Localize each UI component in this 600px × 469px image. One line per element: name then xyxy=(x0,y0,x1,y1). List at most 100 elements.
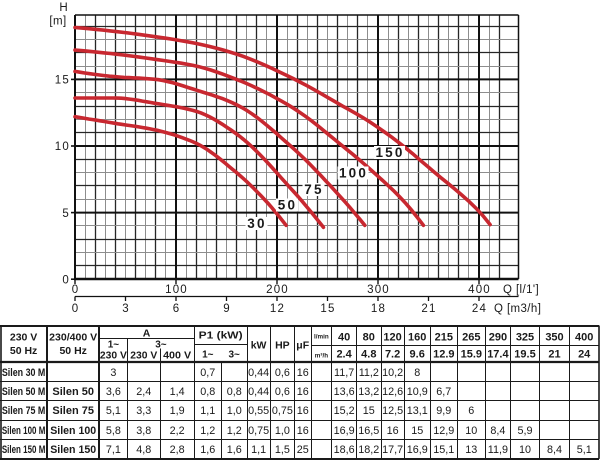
svg-text:6: 6 xyxy=(468,405,474,417)
svg-text:Silen 50: Silen 50 xyxy=(52,386,94,398)
svg-text:15.9: 15.9 xyxy=(461,349,482,361)
svg-text:15,2: 15,2 xyxy=(334,405,355,417)
svg-text:5,9: 5,9 xyxy=(517,425,532,437)
svg-text:21: 21 xyxy=(421,303,436,315)
svg-text:[m]: [m] xyxy=(49,16,66,28)
svg-text:400 V: 400 V xyxy=(163,351,191,362)
svg-text:0: 0 xyxy=(62,274,70,286)
svg-text:1,0: 1,0 xyxy=(227,405,242,417)
svg-text:7.2: 7.2 xyxy=(385,349,400,361)
svg-text:24: 24 xyxy=(578,349,591,361)
svg-text:9,9: 9,9 xyxy=(436,405,451,417)
svg-text:350: 350 xyxy=(545,332,563,344)
svg-text:Silen 75: Silen 75 xyxy=(52,405,94,417)
svg-text:1,0: 1,0 xyxy=(275,425,290,437)
svg-text:H: H xyxy=(59,2,67,14)
svg-text:230 V: 230 V xyxy=(130,351,157,362)
svg-text:1,1: 1,1 xyxy=(200,405,215,417)
svg-text:1,2: 1,2 xyxy=(227,425,242,437)
svg-text:Silen 100: Silen 100 xyxy=(50,425,96,437)
svg-text:400: 400 xyxy=(575,332,593,344)
svg-text:13,2: 13,2 xyxy=(358,386,379,398)
svg-text:1,2: 1,2 xyxy=(200,425,215,437)
svg-text:2,2: 2,2 xyxy=(170,425,185,437)
svg-text:16,5: 16,5 xyxy=(358,425,379,437)
svg-text:200: 200 xyxy=(266,284,289,296)
svg-text:0,44: 0,44 xyxy=(248,386,269,398)
svg-text:50 Hz: 50 Hz xyxy=(10,345,37,357)
svg-text:5,1: 5,1 xyxy=(577,444,592,456)
svg-text:160: 160 xyxy=(408,332,426,344)
svg-text:80: 80 xyxy=(363,332,375,344)
svg-text:l/min: l/min xyxy=(314,334,329,341)
svg-text:6,7: 6,7 xyxy=(436,386,451,398)
svg-text:16: 16 xyxy=(297,367,309,379)
svg-text:16: 16 xyxy=(297,425,309,437)
svg-text:Silen 150 M: Silen 150 M xyxy=(2,444,46,456)
svg-text:10,9: 10,9 xyxy=(407,386,428,398)
svg-text:15: 15 xyxy=(363,405,375,417)
svg-text:15,1: 15,1 xyxy=(433,444,454,456)
svg-text:10,2: 10,2 xyxy=(382,367,403,379)
svg-text:Silen 75 M: Silen 75 M xyxy=(2,405,46,417)
svg-text:13,1: 13,1 xyxy=(407,405,428,417)
svg-text:21: 21 xyxy=(548,349,560,361)
svg-text:230/400 V: 230/400 V xyxy=(49,332,97,344)
svg-text:0,7: 0,7 xyxy=(200,367,215,379)
svg-text:μF: μF xyxy=(296,340,309,352)
svg-text:3~: 3~ xyxy=(155,340,167,351)
svg-text:3~: 3~ xyxy=(228,350,240,361)
svg-text:25: 25 xyxy=(297,444,309,456)
svg-text:50: 50 xyxy=(278,198,297,213)
svg-text:17.4: 17.4 xyxy=(487,349,509,361)
svg-text:m³/h: m³/h xyxy=(315,352,328,359)
svg-text:18,6: 18,6 xyxy=(334,444,355,456)
svg-text:HP: HP xyxy=(275,340,290,352)
svg-text:7,1: 7,1 xyxy=(106,444,121,456)
svg-text:3: 3 xyxy=(122,303,130,315)
svg-text:3,8: 3,8 xyxy=(136,425,151,437)
svg-text:120: 120 xyxy=(383,332,401,344)
svg-text:400: 400 xyxy=(468,284,491,296)
svg-text:230 V: 230 V xyxy=(100,351,127,362)
svg-text:15: 15 xyxy=(320,303,335,315)
svg-text:50 Hz: 50 Hz xyxy=(59,345,86,357)
svg-text:40: 40 xyxy=(338,332,350,344)
svg-text:24: 24 xyxy=(472,303,487,315)
svg-text:3,3: 3,3 xyxy=(136,405,151,417)
svg-text:0,6: 0,6 xyxy=(275,367,290,379)
svg-text:17,7: 17,7 xyxy=(382,444,403,456)
svg-text:6: 6 xyxy=(173,303,181,315)
svg-text:0,8: 0,8 xyxy=(227,386,242,398)
svg-text:8,4: 8,4 xyxy=(490,425,505,437)
svg-text:Silen 30 M: Silen 30 M xyxy=(2,367,46,379)
svg-text:12: 12 xyxy=(270,303,285,315)
svg-text:16,9: 16,9 xyxy=(334,425,355,437)
svg-text:290: 290 xyxy=(489,332,507,344)
svg-text:Silen 150: Silen 150 xyxy=(50,444,96,456)
svg-text:Silen 100 M: Silen 100 M xyxy=(2,425,46,437)
svg-text:16,9: 16,9 xyxy=(407,444,428,456)
svg-text:0: 0 xyxy=(72,284,80,296)
svg-text:1~: 1~ xyxy=(202,350,214,361)
svg-text:1,1: 1,1 xyxy=(251,444,266,456)
svg-text:100: 100 xyxy=(165,284,188,296)
svg-text:5,1: 5,1 xyxy=(106,405,121,417)
svg-text:230 V: 230 V xyxy=(10,332,37,344)
svg-text:Silen 50 M: Silen 50 M xyxy=(2,386,46,398)
svg-text:15: 15 xyxy=(411,425,423,437)
svg-text:2,8: 2,8 xyxy=(170,444,185,456)
svg-text:3,6: 3,6 xyxy=(106,386,121,398)
svg-text:18: 18 xyxy=(371,303,386,315)
svg-text:4,8: 4,8 xyxy=(136,444,151,456)
svg-text:12,6: 12,6 xyxy=(382,386,403,398)
svg-text:0,75: 0,75 xyxy=(248,425,269,437)
svg-text:0,44: 0,44 xyxy=(248,367,269,379)
svg-text:12.9: 12.9 xyxy=(433,349,454,361)
svg-text:kW: kW xyxy=(251,340,267,352)
svg-text:9: 9 xyxy=(223,303,231,315)
svg-text:12,5: 12,5 xyxy=(382,405,403,417)
svg-text:16: 16 xyxy=(387,425,399,437)
svg-text:300: 300 xyxy=(367,284,390,296)
svg-text:2.4: 2.4 xyxy=(336,349,352,361)
